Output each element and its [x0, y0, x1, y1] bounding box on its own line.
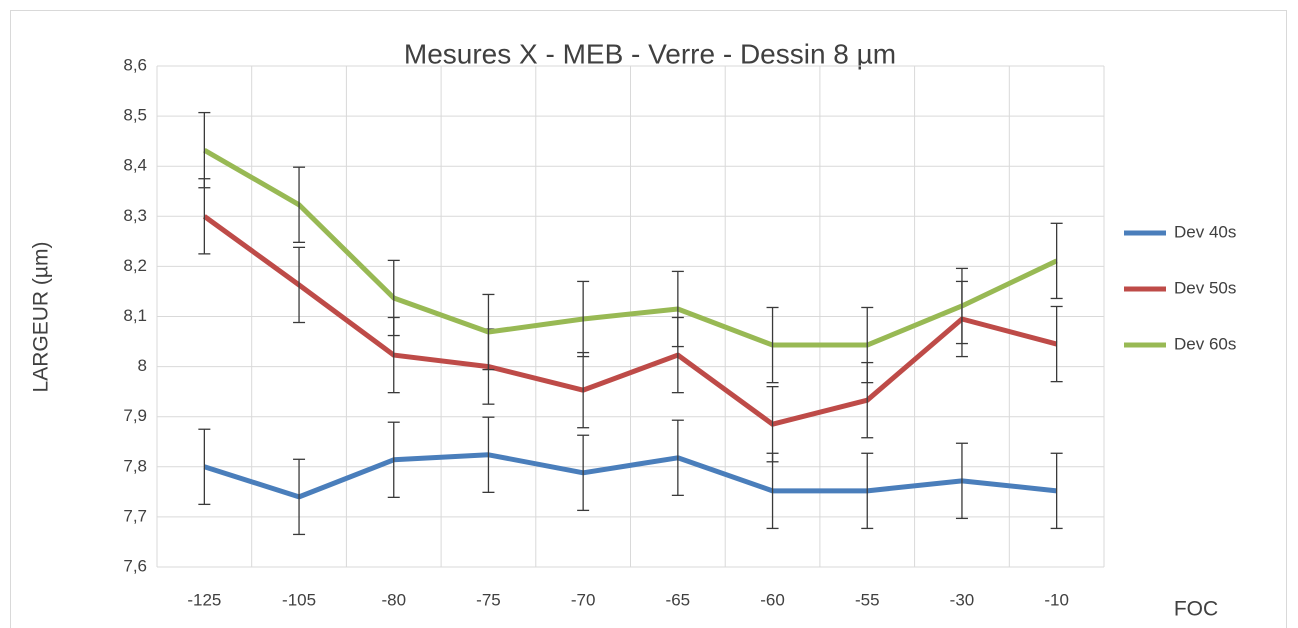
- x-tick-label: -10: [1044, 590, 1069, 609]
- error-bar: [1050, 222, 1063, 300]
- x-tick-label: -55: [855, 590, 880, 609]
- error-bar: [387, 259, 400, 337]
- error-bar: [482, 416, 495, 494]
- x-tick-label: -80: [381, 590, 406, 609]
- error-bar: [1050, 452, 1063, 530]
- error-bar: [766, 385, 779, 463]
- y-axis-title: LARGEUR (µm): [30, 242, 53, 393]
- x-tick-label: -125: [187, 590, 221, 609]
- y-tick-label: 8,6: [123, 55, 147, 74]
- y-tick-label: 8,3: [123, 206, 147, 225]
- x-tick-label: -70: [571, 590, 596, 609]
- error-bar: [671, 419, 684, 497]
- y-tick-label: 7,9: [123, 406, 147, 425]
- x-tick-label: -105: [282, 590, 316, 609]
- y-tick-label: 8,2: [123, 256, 147, 275]
- error-bar: [955, 267, 968, 345]
- error-bar: [198, 111, 211, 189]
- y-tick-label: 8,4: [123, 156, 147, 175]
- y-tick-label: 7,6: [123, 556, 147, 575]
- error-bar: [861, 452, 874, 530]
- chart-title: Mesures X - MEB - Verre - Dessin 8 µm: [404, 38, 896, 69]
- x-tick-label: -30: [950, 590, 975, 609]
- error-bar: [293, 458, 306, 536]
- error-bar: [387, 421, 400, 499]
- y-tick-label: 7,7: [123, 506, 147, 525]
- y-tick-label: 8,5: [123, 106, 147, 125]
- y-tick-label: 7,8: [123, 456, 147, 475]
- error-bar: [955, 442, 968, 520]
- error-bar: [482, 293, 495, 371]
- y-tick-label: 8,1: [123, 306, 147, 325]
- error-bar: [293, 246, 306, 324]
- series-line: [202, 214, 1058, 427]
- x-tick-label: -60: [760, 590, 785, 609]
- legend-label: Dev 60s: [1174, 334, 1236, 353]
- x-tick-label: -75: [476, 590, 501, 609]
- y-tick-label: 8: [138, 356, 147, 375]
- legend-label: Dev 40s: [1174, 222, 1236, 241]
- x-axis-title: FOC: [1174, 598, 1218, 621]
- error-bar: [577, 280, 590, 358]
- error-bar: [293, 166, 306, 244]
- series-line: [203, 148, 1058, 348]
- error-bar: [577, 434, 590, 512]
- chart-border: [10, 10, 1287, 628]
- error-bar: [671, 270, 684, 348]
- error-bar: [766, 306, 779, 384]
- series-line: [203, 452, 1057, 500]
- error-bar: [198, 428, 211, 506]
- x-tick-label: -65: [666, 590, 691, 609]
- error-bar: [861, 306, 874, 384]
- error-bar: [1050, 305, 1063, 383]
- legend-label: Dev 50s: [1174, 278, 1236, 297]
